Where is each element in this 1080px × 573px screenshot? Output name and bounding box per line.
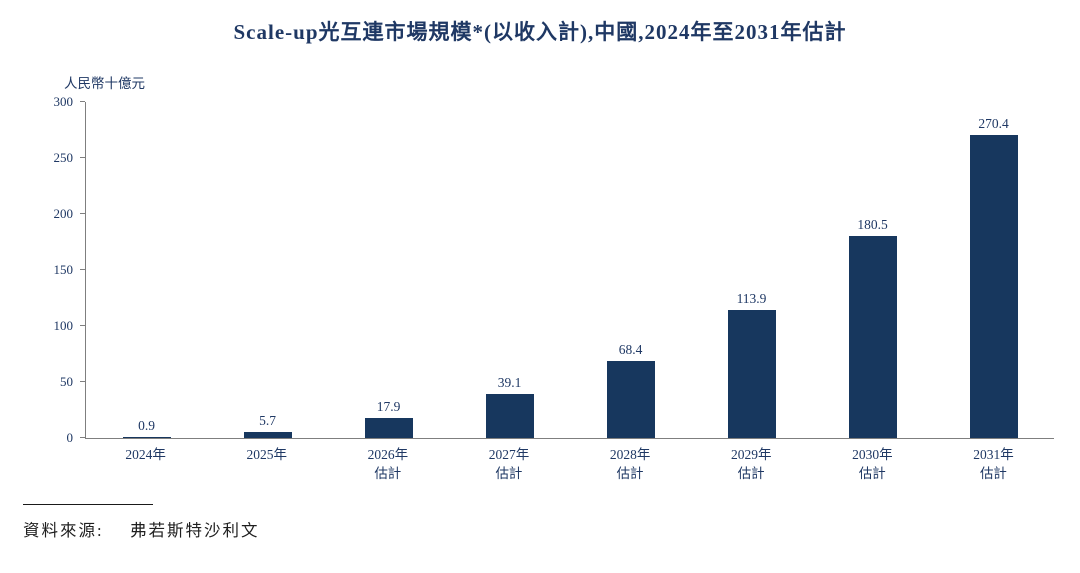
y-axis-tick-label: 100 xyxy=(53,318,74,333)
x-axis-category-label: 2030年 估計 xyxy=(852,447,893,481)
y-axis-tick-mark xyxy=(80,437,85,438)
y-axis-tick-label: 150 xyxy=(53,262,74,277)
bar xyxy=(727,310,776,438)
bar-value-label: 113.9 xyxy=(736,291,767,307)
x-axis-category-label: 2028年 估計 xyxy=(609,447,651,481)
y-axis-tick-mark xyxy=(80,157,85,158)
y-axis-tick-label: 250 xyxy=(53,150,74,165)
x-axis-category-label: 2026年 估計 xyxy=(367,447,409,481)
x-axis-category-label: 2025年 xyxy=(246,447,287,462)
source-label: 資料來源: xyxy=(23,520,104,540)
y-axis-tick-mark xyxy=(80,381,85,382)
y-axis-tick-mark xyxy=(80,101,85,102)
plot-area: 0.9 5.7 17.9 39.1 68.4 113.9 180.5 270.4 xyxy=(85,102,1054,439)
x-axis-labels: 2024年 2025年 2026年 估計 2027年 估計 2028年 估計 2029年 … xyxy=(85,439,1054,484)
bar xyxy=(364,417,413,438)
y-axis-unit-label: 人民幣十億元 xyxy=(64,76,145,91)
bar xyxy=(606,361,655,438)
bar xyxy=(243,431,292,438)
bar-value-label: 39.1 xyxy=(497,375,522,391)
bar-group: 180.5 xyxy=(812,102,933,438)
bar xyxy=(969,135,1018,438)
bar-value-label: 68.4 xyxy=(618,342,643,358)
x-axis-category-label: 2027年 估計 xyxy=(488,447,530,481)
bar-value-label: 0.9 xyxy=(138,418,155,433)
y-axis-tick-mark xyxy=(80,213,85,214)
bar-chart: 0 50 100 150 200 250 300 0.9 5.7 17.9 39.1 68.4 113… xyxy=(36,94,1054,484)
bar-group: 113.9 xyxy=(691,102,812,438)
source-divider xyxy=(23,503,153,505)
y-axis-tick-label: 0 xyxy=(66,430,74,445)
plot-column: 0.9 5.7 17.9 39.1 68.4 113.9 180.5 270.4 2024年 2… xyxy=(85,102,1054,484)
bar-group: 17.9 xyxy=(328,102,449,438)
bar-value-label: 17.9 xyxy=(376,398,401,414)
bar-value-label: 5.7 xyxy=(259,412,276,428)
bar-group: 68.4 xyxy=(570,102,691,438)
bar-value-label: 270.4 xyxy=(978,116,1009,132)
y-axis-tick-label: 300 xyxy=(53,94,74,109)
y-axis-tick-mark xyxy=(80,325,85,326)
bar xyxy=(122,437,171,438)
bar-group: 39.1 xyxy=(449,102,570,438)
y-axis-tick-label: 50 xyxy=(60,374,73,389)
y-axis: 0 50 100 150 200 250 300 xyxy=(36,94,85,445)
x-axis-category-label: 2024年 xyxy=(125,447,166,462)
bar xyxy=(848,235,897,438)
bar-group: 270.4 xyxy=(933,102,1054,438)
x-axis-category-label: 2029年 估計 xyxy=(730,447,772,481)
y-axis-tick-label: 200 xyxy=(53,206,74,221)
bar-value-label: 180.5 xyxy=(857,216,888,232)
bar xyxy=(485,394,534,438)
x-axis-category-label: 2031年 估計 xyxy=(973,447,1014,481)
bar-group: 0.9 xyxy=(86,102,207,438)
source-note: 資料來源: 弗若斯特沙利文 xyxy=(23,517,1080,541)
source-value: 弗若斯特沙利文 xyxy=(129,520,260,540)
y-axis-tick-mark xyxy=(80,269,85,270)
bar-group: 5.7 xyxy=(207,102,328,438)
chart-title: Scale-up光互連市場規模*(以收入計),中國,2024年至2031年估計 xyxy=(233,20,847,44)
